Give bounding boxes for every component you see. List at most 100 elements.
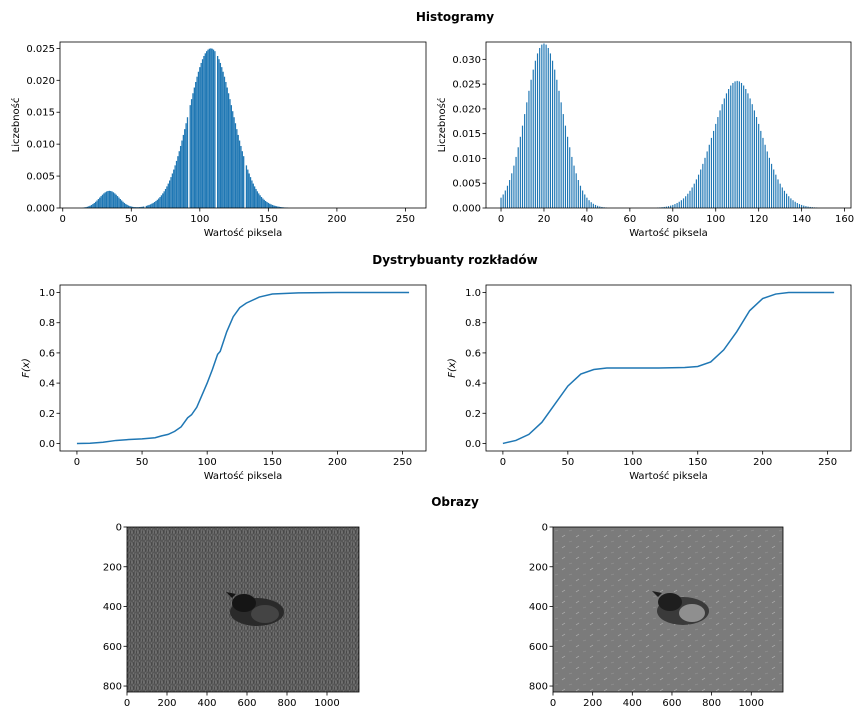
- histogram-bar: [762, 137, 764, 208]
- y-tick-label: 0.010: [26, 140, 55, 151]
- histogram-bar: [777, 179, 779, 208]
- y-axis-label: Liczebność: [436, 98, 448, 153]
- histogram-bar: [263, 199, 265, 208]
- x-tick-label: 120: [749, 214, 768, 225]
- y-tick-label: 0.015: [26, 108, 55, 119]
- histogram-bar: [764, 144, 766, 208]
- histogram-bar: [704, 157, 706, 208]
- histogram-bar: [190, 99, 193, 208]
- histogram-bar: [273, 205, 275, 208]
- x-tick-label: 50: [125, 214, 138, 225]
- y-tick-label: 0.015: [452, 129, 481, 140]
- histogram-bar: [517, 147, 519, 208]
- histogram-bar: [511, 173, 513, 208]
- histogram-bar: [697, 174, 700, 208]
- histogram-bar: [264, 200, 267, 208]
- histogram-bar: [558, 90, 560, 208]
- image-left-panel: 0 200 400 600 800 1000 0 200 400 600 800: [103, 523, 360, 709]
- y-tick-label: 0.6: [39, 348, 55, 359]
- histograms-title: Histogramy: [416, 10, 494, 24]
- y-tick-label: 800: [529, 682, 548, 693]
- histogram-bar: [255, 188, 257, 208]
- histogram-bar: [755, 117, 758, 208]
- histogram-bar: [528, 90, 530, 208]
- histogram-bar: [502, 194, 504, 208]
- histogram-bar: [90, 204, 93, 208]
- histogram-bar: [676, 203, 678, 208]
- histogram-bar: [227, 93, 230, 208]
- histogram-bar: [134, 207, 137, 208]
- histogram-bar: [189, 105, 191, 208]
- histogram-bar: [103, 193, 105, 208]
- y-tick-label: 600: [529, 642, 548, 653]
- histogram-bar: [196, 76, 198, 208]
- histogram-bar: [536, 53, 539, 208]
- histogram-bar: [547, 47, 549, 209]
- histogram-bar: [203, 55, 205, 208]
- histogram-bar: [524, 114, 526, 208]
- histogram-bar: [691, 187, 693, 208]
- histogram-bar: [166, 186, 168, 208]
- histogram-bar: [715, 123, 717, 208]
- x-tick-label: 250: [818, 457, 837, 468]
- y-tick-label: 0: [116, 523, 122, 534]
- histogram-bar: [141, 206, 143, 208]
- histogram-bar: [147, 205, 149, 208]
- histogram-bar: [267, 202, 270, 208]
- histogram-bar: [788, 196, 790, 208]
- histogram-bar: [597, 205, 599, 208]
- x-axis-label: Wartość piksela: [629, 470, 708, 482]
- histogram-bar: [199, 67, 201, 208]
- histogram-bar: [149, 204, 152, 208]
- histogram-bar: [171, 173, 174, 208]
- histogram-bar: [148, 204, 150, 208]
- y-tick-label: 0.4: [465, 379, 481, 390]
- y-axis-label: F(x): [21, 358, 32, 377]
- histogram-bar: [169, 180, 171, 208]
- histogram-bar: [584, 194, 586, 208]
- histogram-bar: [93, 203, 95, 208]
- histogram-bar: [280, 207, 282, 208]
- plot-frame: [59, 284, 427, 452]
- histogram-bar: [586, 197, 588, 208]
- y-tick-label: 0.000: [26, 204, 55, 215]
- histogram-bar: [792, 200, 794, 208]
- histogram-bar: [114, 193, 116, 208]
- histogram-bar: [713, 130, 715, 208]
- histogram-bar: [266, 202, 268, 208]
- histogram-bar: [160, 195, 163, 208]
- cdf-line: [502, 291, 835, 445]
- x-tick-label: 0: [124, 698, 130, 709]
- y-tick-label: 0.000: [452, 204, 481, 215]
- histogram-bar: [730, 85, 732, 208]
- y-tick-label: 400: [103, 602, 122, 613]
- histogram-bar: [193, 87, 195, 208]
- histogram-bar: [85, 207, 87, 208]
- x-tick-label: 600: [237, 698, 256, 709]
- histogram-bar: [702, 163, 704, 208]
- histogram-bar: [92, 204, 94, 208]
- histogram-bar: [747, 93, 749, 208]
- histogram-bar: [590, 202, 592, 208]
- histogram-bar: [164, 188, 167, 208]
- histogram-bar: [543, 43, 545, 208]
- histogram-bar: [211, 48, 213, 209]
- x-tick-label: 100: [706, 214, 725, 225]
- histogram-bar: [218, 59, 220, 208]
- histogram-bar: [236, 129, 238, 208]
- histogram-bar: [233, 117, 235, 208]
- histogram-bar: [167, 183, 169, 208]
- histogram-bar: [123, 202, 126, 208]
- histogram-bar: [230, 105, 232, 208]
- histogram-bar: [781, 187, 783, 208]
- y-tick-label: 0.8: [39, 318, 55, 329]
- histogram-bar: [212, 49, 215, 208]
- histogram-bar: [554, 69, 556, 209]
- histogram-bar: [223, 76, 226, 208]
- histogram-bar: [258, 193, 260, 208]
- histogram-bar: [181, 140, 183, 208]
- y-tick-label: 1.0: [465, 288, 481, 299]
- histogram-bar: [665, 206, 667, 208]
- histogram-bar: [163, 191, 165, 208]
- histogram-bar: [758, 123, 760, 208]
